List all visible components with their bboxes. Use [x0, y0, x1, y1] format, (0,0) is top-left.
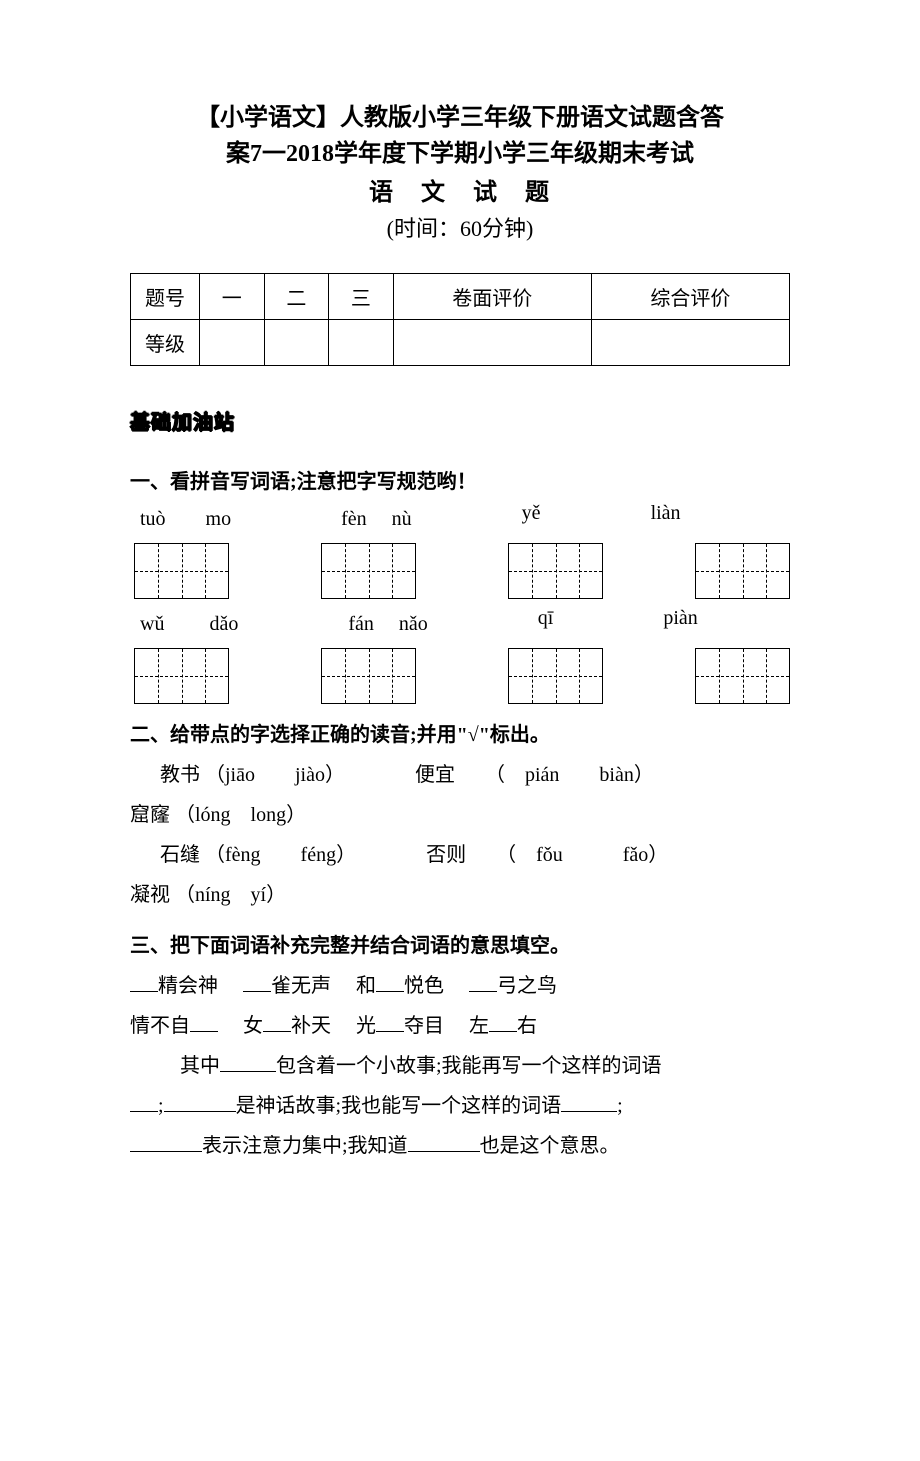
table-row: 题号 一 二 三 卷面评价 综合评价 — [131, 274, 790, 320]
section-badge: 基础加油站 — [130, 406, 790, 435]
fill-blank — [376, 1013, 404, 1032]
para-text: ; — [617, 1095, 623, 1117]
td-label: 等级 — [131, 320, 200, 366]
q2-heading: 二、给带点的字选择正确的读音;并用"√"标出。 — [130, 718, 790, 747]
char-box — [508, 648, 603, 704]
td-cell — [264, 320, 329, 366]
word-part: 女 — [243, 1015, 263, 1037]
pinyin-item: wǔ dǎo — [140, 607, 238, 636]
word-part: 弓之鸟 — [497, 975, 557, 997]
subtitle: 语 文 试 题 — [130, 172, 790, 207]
fill-blank — [376, 973, 404, 992]
word-part: 补天 — [291, 1015, 331, 1037]
q2-opts: （níng yí） — [175, 884, 286, 906]
td-cell — [393, 320, 591, 366]
q2-word: 石缝 — [160, 844, 200, 866]
q2-word: 教书 — [160, 764, 200, 786]
fill-blank — [408, 1133, 480, 1152]
pinyin-item: liàn — [651, 502, 681, 531]
duration: (时间：60分钟) — [130, 211, 790, 243]
char-box — [134, 648, 229, 704]
th-col: 二 — [264, 274, 329, 320]
title-line-1: 【小学语文】人教版小学三年级下册语文试题含答 — [130, 100, 790, 136]
th-col: 三 — [329, 274, 394, 320]
word-part: 雀无声 — [271, 975, 331, 997]
fill-blank — [130, 973, 158, 992]
word-part: 光 — [356, 1015, 376, 1037]
pinyin-item: qī — [538, 607, 554, 636]
th-col: 综合评价 — [591, 274, 789, 320]
pinyin-row: tuò mo fèn nù yě liàn — [140, 502, 790, 531]
td-cell — [329, 320, 394, 366]
char-box — [134, 543, 229, 599]
pinyin-item: fèn nù — [341, 502, 412, 531]
q3-heading: 三、把下面词语补充完整并结合词语的意思填空。 — [130, 929, 790, 958]
th-col: 卷面评价 — [393, 274, 591, 320]
fill-blank — [489, 1013, 517, 1032]
word-part: 夺目 — [404, 1015, 444, 1037]
para-text: 包含着一个小故事;我能再写一个这样的词语 — [276, 1055, 662, 1077]
fill-blank — [130, 1133, 202, 1152]
pinyin-item: yě — [522, 502, 541, 531]
fill-blank — [220, 1053, 276, 1072]
q2-word: 便宜 — [415, 764, 455, 786]
para-text: 是神话故事;我也能写一个这样的词语 — [236, 1095, 562, 1117]
char-box — [695, 648, 790, 704]
word-part: 右 — [517, 1015, 537, 1037]
q2-opts: （ pián biàn） — [485, 764, 654, 786]
char-box — [321, 648, 416, 704]
q2-opts: （lóng long） — [175, 804, 306, 826]
char-box — [695, 543, 790, 599]
q2-opts: （fèng féng） — [205, 844, 356, 866]
para-text: 也是这个意思。 — [480, 1135, 620, 1157]
pinyin-item: tuò mo — [140, 502, 231, 531]
fill-blank — [469, 973, 497, 992]
q3-body: 精会神 雀无声 和 悦色 弓之鸟 情不自 女 补天 光 夺目 左 右 其中 包含着一个小故… — [130, 966, 790, 1166]
pinyin-row: wǔ dǎo fán nǎo qī piàn — [140, 607, 790, 636]
para-text: 表示注意力集中;我知道 — [202, 1135, 408, 1157]
para-text: 其中 — [180, 1055, 220, 1077]
boxes-row — [134, 543, 790, 599]
q2-opts: （ fǒu fǎo） — [496, 844, 668, 866]
q2-body: 教书 （jiāo jiào） 便宜 （ pián biàn） 窟窿 （lóng … — [130, 755, 790, 915]
fill-blank — [130, 1093, 158, 1112]
td-cell — [591, 320, 789, 366]
word-part: 情不自 — [130, 1015, 190, 1037]
th-col: 一 — [200, 274, 265, 320]
q2-opts: （jiāo jiào） — [205, 764, 345, 786]
q2-word: 否则 — [426, 844, 466, 866]
word-part: 精会神 — [158, 975, 218, 997]
th-label: 题号 — [131, 274, 200, 320]
fill-blank — [164, 1093, 236, 1112]
fill-blank — [561, 1093, 617, 1112]
word-part: 左 — [469, 1015, 489, 1037]
fill-blank — [190, 1013, 218, 1032]
title-line-2: 案7一2018学年度下学期小学三年级期末考试 — [130, 136, 790, 172]
char-box — [508, 543, 603, 599]
word-part: 悦色 — [404, 975, 444, 997]
score-table: 题号 一 二 三 卷面评价 综合评价 等级 — [130, 273, 790, 366]
char-box — [321, 543, 416, 599]
boxes-row — [134, 648, 790, 704]
pinyin-item: piàn — [663, 607, 697, 636]
table-row: 等级 — [131, 320, 790, 366]
pinyin-item: fán nǎo — [348, 607, 427, 636]
fill-blank — [263, 1013, 291, 1032]
q1-heading: 一、看拼音写词语;注意把字写规范哟！ — [130, 465, 790, 494]
q2-word: 凝视 — [130, 884, 170, 906]
q2-word: 窟窿 — [130, 804, 170, 826]
word-part: 和 — [356, 975, 376, 997]
fill-blank — [243, 973, 271, 992]
td-cell — [200, 320, 265, 366]
